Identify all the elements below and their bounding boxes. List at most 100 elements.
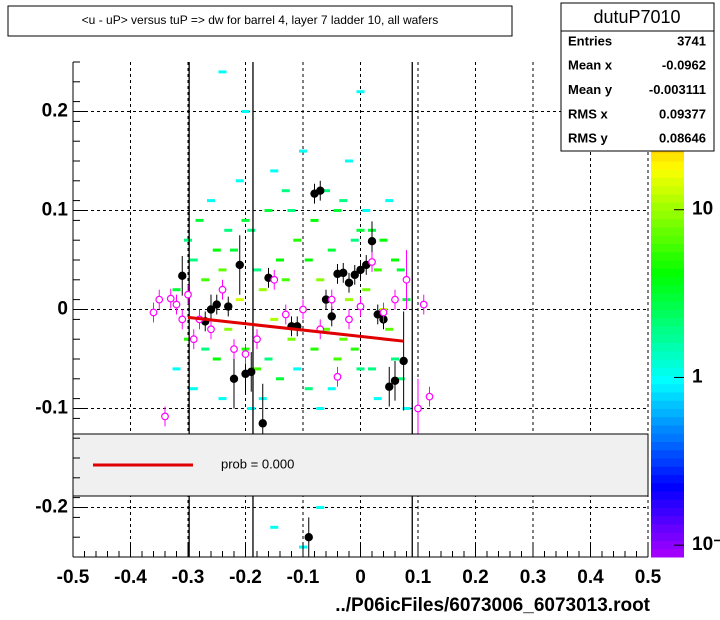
color-band — [651, 359, 684, 368]
y-tick-label: 0 — [57, 299, 68, 320]
profile-point — [189, 335, 198, 344]
x-tick-label: 0.5 — [635, 567, 662, 588]
profile-point — [229, 374, 239, 383]
heat-cell — [258, 288, 267, 292]
heat-cell — [327, 248, 336, 252]
profile-point — [241, 350, 250, 358]
heat-cell — [391, 357, 399, 361]
profile-point — [327, 312, 336, 321]
profile-point — [166, 294, 175, 303]
color-band — [651, 334, 684, 343]
color-band — [651, 408, 684, 418]
color-band — [651, 482, 684, 492]
color-band — [651, 268, 684, 277]
profile-point — [399, 356, 408, 366]
x-tick-label: 0.2 — [462, 567, 488, 588]
profile-point — [356, 302, 365, 311]
profile-point — [178, 315, 187, 324]
heat-cell — [172, 367, 181, 371]
color-band — [651, 260, 684, 269]
color-band — [651, 400, 684, 409]
heat-cell — [270, 525, 279, 529]
profile-point — [184, 290, 192, 299]
heat-cell — [299, 149, 307, 153]
heat-cell — [356, 367, 365, 371]
color-band — [651, 474, 684, 484]
heat-cell — [212, 357, 221, 361]
stats-box — [560, 2, 715, 152]
heat-cell — [391, 258, 399, 262]
color-band — [651, 276, 684, 286]
profile-point — [367, 236, 377, 246]
heat-cell — [322, 189, 330, 193]
heat-cell — [345, 159, 353, 163]
profile-point — [230, 345, 238, 354]
profile-point — [385, 382, 394, 391]
x-tick-label: 0.3 — [520, 567, 546, 588]
heat-cell — [373, 397, 382, 401]
x-tick-label: -0.1 — [287, 567, 320, 588]
stats-value: -0.0962 — [662, 58, 706, 73]
heat-cell — [327, 387, 336, 391]
heat-cell — [396, 268, 405, 272]
color-band — [651, 202, 684, 211]
color-band — [651, 524, 684, 533]
heat-cell — [201, 278, 210, 282]
color-band — [651, 449, 684, 459]
heat-cell — [207, 199, 215, 203]
heat-cell — [293, 367, 302, 371]
heat-cell — [402, 407, 411, 410]
heat-cell — [322, 327, 330, 331]
color-band — [651, 441, 684, 451]
heat-cell — [281, 189, 290, 193]
color-band — [651, 301, 684, 310]
stats-label: RMS y — [568, 131, 609, 146]
heat-cell — [270, 317, 279, 321]
color-band — [651, 548, 684, 558]
color-band — [651, 342, 684, 352]
profile-point — [345, 315, 353, 324]
color-band — [651, 458, 684, 467]
heat-cell — [385, 199, 394, 203]
color-band — [651, 169, 684, 178]
heat-cell — [184, 238, 192, 242]
heat-cell — [310, 218, 319, 222]
profile-point — [419, 300, 428, 309]
heat-cell — [362, 209, 371, 212]
profile-point — [356, 265, 365, 275]
profile-point — [304, 533, 313, 542]
heat-cell — [235, 179, 244, 183]
heat-cell — [379, 238, 388, 242]
stats-label: Entries — [568, 33, 612, 48]
x-tick-label: 0.4 — [577, 567, 604, 588]
heat-cell — [270, 169, 279, 173]
heat-cell — [350, 238, 359, 242]
color-band — [651, 425, 684, 434]
color-band — [651, 350, 684, 360]
color-band — [651, 383, 684, 393]
heat-cell — [350, 347, 359, 351]
heat-cell — [218, 268, 227, 272]
heat-cell — [339, 337, 348, 341]
heat-cell — [276, 258, 284, 262]
heat-cell — [253, 268, 261, 272]
profile-point — [390, 376, 400, 385]
profile-point — [281, 310, 290, 319]
heat-cell — [310, 347, 319, 351]
x-axis-label: ../P06icFiles/6073006_6073013.root — [335, 595, 650, 616]
color-band — [651, 433, 684, 442]
color-band — [651, 540, 684, 550]
heat-cell — [304, 387, 313, 391]
profile-point — [161, 412, 169, 421]
color-band — [651, 235, 684, 244]
color-band — [651, 507, 684, 517]
heat-cell — [230, 248, 238, 252]
profile-point — [247, 367, 256, 377]
color-band — [651, 177, 684, 187]
stats-value: 0.09377 — [659, 106, 706, 121]
profile-point — [224, 302, 233, 311]
heat-cell — [293, 238, 302, 242]
color-band — [651, 194, 684, 203]
x-tick-label: 0.1 — [405, 567, 432, 588]
color-band — [651, 392, 684, 401]
